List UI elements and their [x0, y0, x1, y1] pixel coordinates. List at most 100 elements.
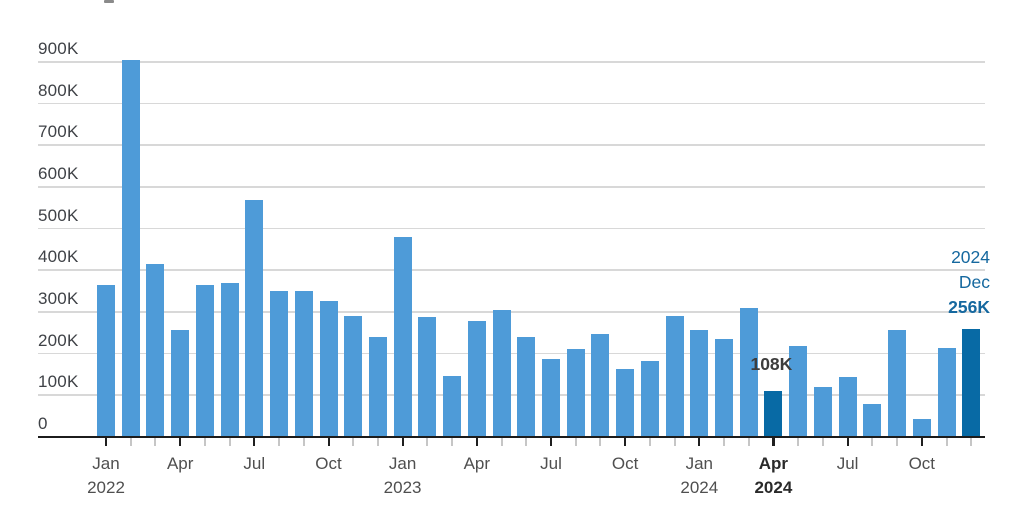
x-axis-label-oct: Oct: [315, 454, 342, 473]
x-axis-label-jan-2024: Jan 2024: [680, 452, 718, 500]
y-axis-label-900K: 900K: [38, 39, 79, 58]
bar-may-2024[interactable]: [789, 346, 808, 436]
bar-jul-2024[interactable]: [838, 376, 857, 436]
x-axis-year-label: 2024: [754, 478, 793, 497]
minor-tick-mar-2023: [451, 438, 454, 446]
bar-sep-2023[interactable]: [591, 333, 610, 436]
minor-tick-may-2024: [797, 438, 800, 446]
bar-apr-2023[interactable]: [467, 321, 486, 436]
x-axis-label-jan-2022: Jan 2022: [87, 452, 125, 500]
annotation-dec-2024-line-1: 2024: [951, 247, 990, 267]
bar-oct-2023[interactable]: [616, 368, 635, 436]
major-tick-oct-2022: [327, 438, 330, 446]
bar-mar-2022[interactable]: [146, 263, 165, 436]
bar-nov-2024[interactable]: [937, 347, 956, 436]
annotation-dec-2024: 2024 Dec 256K: [948, 245, 990, 320]
y-axis-label-400K: 400K: [38, 247, 79, 267]
x-axis-label-apr-2024: Apr 2024: [754, 452, 792, 500]
bar-jan-2022[interactable]: [97, 284, 115, 436]
bar-jun-2023[interactable]: [517, 336, 536, 436]
minor-tick-may-2022: [203, 438, 206, 446]
x-axis-label-jul: Jul: [540, 454, 562, 473]
minor-tick-mar-2024: [747, 438, 750, 446]
major-tick-apr-2022: [179, 438, 182, 446]
minor-tick-sep-2024: [896, 438, 898, 446]
bar-mar-2024[interactable]: [739, 307, 758, 436]
y-axis-label-300K: 300K: [38, 289, 79, 308]
major-tick-jul-2023: [550, 438, 552, 446]
bar-aug-2022[interactable]: [270, 291, 288, 436]
gridline-100K: [38, 394, 985, 396]
y-axis-label-500K: 500K: [38, 205, 79, 225]
minor-tick-dec-2022: [376, 438, 379, 446]
bar-dec-2022[interactable]: [368, 336, 387, 436]
y-axis-label-700K: 700K: [38, 122, 79, 142]
bar-apr-2024[interactable]: [764, 391, 783, 436]
minor-tick-aug-2022: [278, 438, 280, 446]
bar-aug-2024[interactable]: [863, 404, 882, 436]
major-tick-jan-2022: [105, 438, 107, 446]
y-axis-label-200K: 200K: [38, 330, 79, 350]
bar-jan-2023[interactable]: [393, 237, 412, 436]
bar-may-2022[interactable]: [195, 284, 214, 436]
bar-jan-2024[interactable]: [690, 330, 709, 436]
minor-tick-feb-2024: [723, 438, 725, 446]
minor-tick-feb-2023: [426, 438, 429, 446]
gridline-200K: [38, 352, 985, 355]
bar-sep-2024[interactable]: [888, 329, 906, 436]
minor-tick-dec-2024: [970, 438, 973, 446]
gridline-600K: [38, 186, 985, 188]
bar-oct-2024[interactable]: [912, 418, 931, 436]
gridline-400K: [38, 269, 985, 271]
gridline-700K: [38, 144, 985, 146]
x-axis-label-jan-2023: Jan 2023: [384, 452, 422, 500]
x-axis-label-jul: Jul: [836, 454, 859, 473]
annotation-dec-2024-line-2: Dec: [958, 272, 990, 292]
y-axis-label-100K: 100K: [38, 372, 79, 392]
major-tick-oct-2024: [920, 438, 923, 446]
minor-tick-dec-2023: [673, 438, 676, 446]
bar-sep-2022[interactable]: [294, 290, 313, 436]
major-tick-jan-2023: [401, 438, 404, 446]
x-axis-label-oct: Oct: [611, 454, 639, 473]
bar-nov-2022[interactable]: [344, 316, 363, 436]
y-axis-label-600K: 600K: [38, 164, 79, 183]
major-tick-jan-2024: [698, 438, 701, 446]
bar-jul-2022[interactable]: [245, 200, 264, 436]
bar-apr-2022[interactable]: [171, 329, 190, 436]
minor-tick-aug-2024: [871, 438, 874, 446]
major-tick-apr-2024: [771, 438, 775, 446]
major-tick-jul-2024: [846, 438, 849, 446]
bar-nov-2023[interactable]: [640, 360, 659, 436]
major-tick-jul-2022: [253, 438, 256, 446]
major-tick-oct-2023: [624, 438, 627, 446]
bar-jul-2023[interactable]: [542, 359, 560, 436]
bar-dec-2023[interactable]: [665, 316, 684, 436]
minor-tick-may-2023: [500, 438, 503, 446]
bar-aug-2023[interactable]: [566, 348, 585, 436]
minor-tick-jun-2024: [821, 438, 824, 446]
bar-may-2023[interactable]: [492, 310, 511, 436]
bar-dec-2024[interactable]: [962, 329, 981, 436]
minor-tick-mar-2022: [154, 438, 157, 446]
x-axis-label-jul: Jul: [243, 454, 266, 473]
minor-tick-nov-2023: [648, 438, 651, 446]
annotation-dec-2024-line-3: 256K: [948, 297, 990, 317]
minor-tick-aug-2023: [574, 438, 577, 446]
x-axis-year-label: 2022: [87, 478, 125, 497]
x-axis-year-label: 2024: [680, 478, 719, 497]
bar-mar-2023[interactable]: [443, 376, 462, 436]
bar-jun-2024[interactable]: [813, 387, 832, 436]
bar-oct-2022[interactable]: [319, 301, 338, 436]
annotation-apr-2024-value: 108K: [750, 354, 793, 374]
minor-tick-jun-2022: [228, 438, 231, 446]
bar-jun-2022[interactable]: [220, 282, 239, 436]
bar-feb-2024[interactable]: [715, 338, 733, 436]
minor-tick-feb-2022: [129, 438, 132, 446]
bar-feb-2022[interactable]: [121, 59, 140, 436]
minor-tick-nov-2022: [352, 438, 355, 446]
cropped-title-fragment: [104, 0, 114, 3]
minor-tick-jun-2023: [525, 438, 528, 446]
bar-feb-2023[interactable]: [418, 316, 437, 436]
x-axis-year-label: 2023: [383, 478, 422, 497]
